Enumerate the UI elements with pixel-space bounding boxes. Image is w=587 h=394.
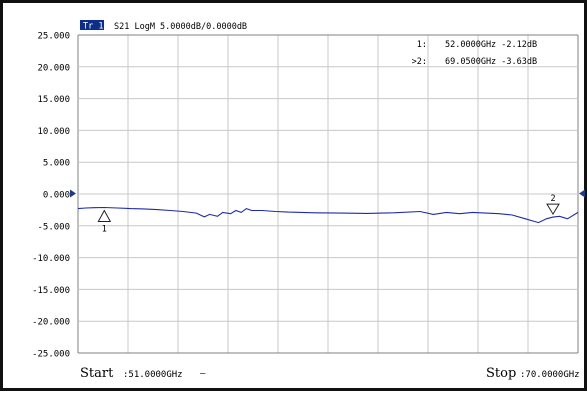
marker-1[interactable]: 1 [97,209,112,234]
y-tick-label: 0.000 [43,191,70,201]
reference-level-arrow-right[interactable] [579,189,585,198]
start-frequency[interactable]: :51.0000GHz [123,370,183,380]
y-tick-label: -15.000 [32,286,70,296]
marker-1-readout: 52.0000GHz -2.12dB [445,40,537,50]
trace-layer [77,206,579,224]
marker-2-triangle[interactable] [546,203,560,216]
y-tick-label: 10.000 [37,127,70,137]
y-tick-label: -25.000 [32,350,70,360]
y-tick-label: 15.000 [37,95,70,105]
marker-1-label: 1 [102,224,107,234]
y-tick-label: -5.000 [37,222,70,232]
y-tick-label: -20.000 [32,318,70,328]
y-tick-label: -10.000 [32,254,70,264]
markers: 12 [97,194,560,234]
reference-level-arrow-left[interactable] [70,189,76,198]
marker-2-readout-prefix: >2: [412,57,427,67]
y-axis-ticks: 25.000 20.000 15.000 10.000 5.000 0.000 -5.000… [32,32,70,360]
stop-label: Stop [486,366,516,381]
start-suffix: — [200,369,206,379]
s21-trace-line [77,206,579,224]
marker-2-readout: 69.0500GHz -3.63dB [445,57,537,67]
trace-chart: 25.000 20.000 15.000 10.000 5.000 0.000 -5.000… [32,20,585,381]
trace-label: S21 LogM 5.0000dB/0.0000dB [114,22,247,32]
trace-badge[interactable]: Tr 1 [83,22,103,32]
y-tick-label: 25.000 [37,32,70,42]
y-tick-label: 20.000 [37,63,70,73]
trace-badge-bg[interactable] [80,20,104,30]
marker-2-label: 2 [550,194,555,204]
marker-1-triangle[interactable] [97,209,112,222]
stop-frequency[interactable]: :70.0000GHz [520,370,580,380]
grid [77,34,579,354]
y-tick-label: 5.000 [43,159,70,169]
marker-2[interactable]: 2 [546,194,560,216]
start-label: Start [80,366,114,381]
marker-1-readout-prefix: 1: [417,40,427,50]
